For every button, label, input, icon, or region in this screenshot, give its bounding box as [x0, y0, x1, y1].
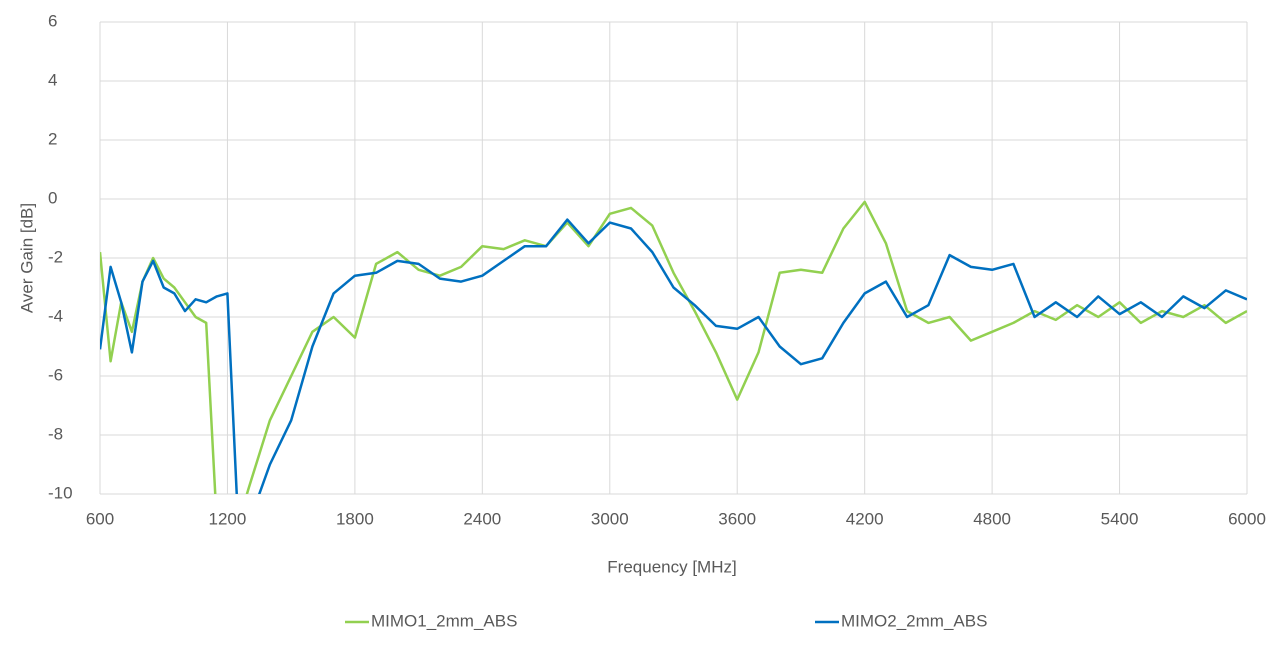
y-axis-title: Aver Gain [dB] [17, 203, 36, 313]
y-tick-label: -6 [48, 365, 63, 384]
y-tick-label: 6 [48, 11, 57, 30]
y-tick-label: -10 [48, 483, 73, 502]
plot-area [100, 200, 1247, 494]
x-tick-label: 1800 [336, 509, 374, 528]
data-line [100, 200, 1247, 494]
x-tick-label: 3000 [591, 509, 629, 528]
y-tick-label: -4 [48, 306, 63, 325]
x-tick-label: 5400 [1101, 509, 1139, 528]
y-tick-label: 4 [48, 70, 57, 89]
data-line [100, 218, 1247, 494]
y-tick-label: -2 [48, 247, 63, 266]
x-tick-label: 6000 [1228, 509, 1266, 528]
x-tick-label: 600 [86, 509, 114, 528]
x-tick-label: 2400 [463, 509, 501, 528]
legend-label: MIMO2_2mm_ABS [841, 611, 987, 630]
x-tick-label: 1200 [209, 509, 247, 528]
legend-label: MIMO1_2mm_ABS [371, 611, 517, 630]
x-tick-label: 4200 [846, 509, 884, 528]
x-axis-title: Frequency [MHz] [607, 557, 736, 576]
y-tick-label: 2 [48, 129, 57, 148]
x-tick-label: 4800 [973, 509, 1011, 528]
y-tick-label: 0 [48, 188, 57, 207]
x-tick-label: 3600 [718, 509, 756, 528]
y-tick-label: -8 [48, 424, 63, 443]
